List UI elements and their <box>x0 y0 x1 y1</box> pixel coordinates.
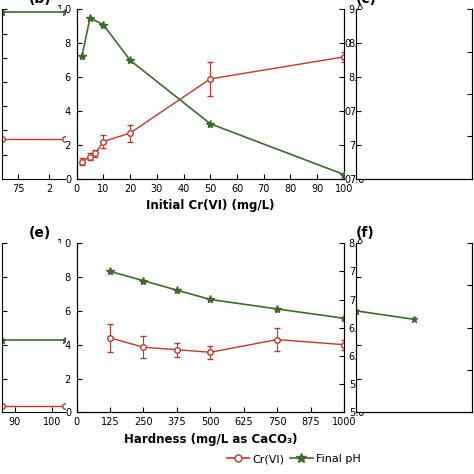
Y-axis label: pH: pH <box>370 319 383 336</box>
X-axis label: Initial Cr(VI) (mg/L): Initial Cr(VI) (mg/L) <box>146 199 274 212</box>
Text: (c): (c) <box>356 0 377 6</box>
Y-axis label: pH: pH <box>370 86 383 102</box>
Y-axis label: C/C₀: C/C₀ <box>38 315 51 340</box>
X-axis label: Hardness (mg/L as CaCO₃): Hardness (mg/L as CaCO₃) <box>124 433 297 446</box>
Text: (e): (e) <box>28 226 51 240</box>
Y-axis label: C/C₀: C/C₀ <box>38 82 51 107</box>
Legend: Cr(VI), Final pH: Cr(VI), Final pH <box>223 449 365 468</box>
Text: (b): (b) <box>28 0 51 6</box>
Text: (f): (f) <box>356 226 374 240</box>
